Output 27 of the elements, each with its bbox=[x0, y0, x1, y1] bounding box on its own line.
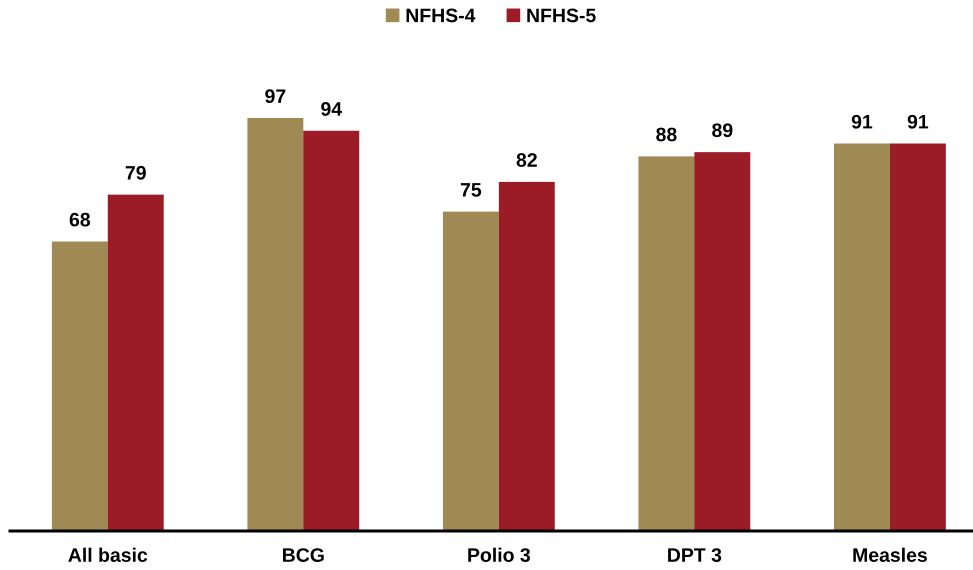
bar bbox=[638, 156, 694, 532]
bar bbox=[108, 194, 164, 532]
data-label: 91 bbox=[852, 114, 872, 129]
x-tick-label: Measles bbox=[853, 548, 927, 562]
x-tick-label: BCG bbox=[283, 548, 324, 562]
data-label: 79 bbox=[126, 166, 146, 180]
x-tick-label: All basic bbox=[68, 548, 148, 562]
bar bbox=[52, 241, 108, 532]
bar bbox=[834, 144, 890, 532]
data-label: 94 bbox=[321, 102, 342, 116]
data-label: 68 bbox=[70, 212, 90, 227]
legend-label: NFHS-4 bbox=[406, 8, 476, 22]
legend-label: NFHS-5 bbox=[527, 8, 596, 22]
x-tick-label: Polio 3 bbox=[468, 548, 530, 562]
bar bbox=[303, 130, 360, 532]
data-label: 82 bbox=[516, 153, 537, 167]
data-label: 91 bbox=[908, 114, 928, 129]
bar bbox=[498, 182, 555, 532]
x-tick-label: DPT 3 bbox=[668, 548, 722, 562]
bar bbox=[442, 212, 499, 532]
data-label: 88 bbox=[656, 128, 677, 142]
bar bbox=[694, 152, 750, 532]
bar bbox=[890, 144, 946, 532]
data-label: 97 bbox=[265, 89, 286, 104]
data-label: 75 bbox=[460, 183, 482, 197]
data-label: 89 bbox=[712, 123, 732, 138]
bar bbox=[247, 118, 304, 532]
